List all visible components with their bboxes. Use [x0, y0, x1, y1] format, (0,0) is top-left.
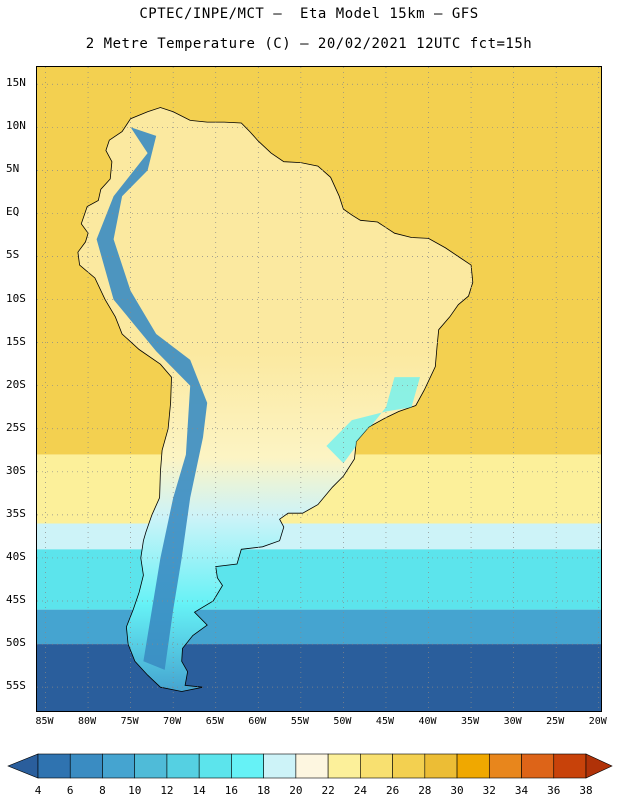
colorbar-tick-label: 36: [547, 784, 561, 797]
colorbar-tick-label: 12: [160, 784, 174, 797]
lon-label: 45W: [375, 716, 394, 727]
lat-label: 30S: [6, 463, 26, 477]
colorbar-tick-label: 8: [99, 784, 106, 797]
andes-cold-region: [96, 127, 208, 670]
colorbar-tick-label: 28: [418, 784, 432, 797]
colorbar-tick-label: 30: [450, 784, 464, 797]
colorbar-tick-label: 16: [224, 784, 239, 797]
temperature-map: [36, 66, 602, 712]
colorbar-swatch: [360, 753, 393, 779]
colorbar-tick-label: 20: [289, 784, 303, 797]
lon-label: 50W: [333, 716, 352, 727]
colorbar-swatch: [166, 753, 200, 779]
colorbar-swatch: [102, 753, 136, 779]
colorbar-swatch: [521, 753, 555, 779]
colorbar-tick-label: 34: [514, 784, 529, 797]
lon-label: 55W: [290, 716, 309, 727]
lat-label: 15S: [6, 334, 26, 348]
continent-land: [77, 107, 474, 692]
map-title-line1: CPTEC/INPE/MCT – Eta Model 15km – GFS: [139, 6, 479, 22]
lat-label: 10S: [6, 291, 26, 305]
colorbar-swatch: [488, 753, 522, 779]
colorbar-tick-label: 14: [192, 784, 206, 797]
lat-label: 5S: [6, 248, 20, 262]
colorbar-swatch: [553, 753, 587, 779]
lat-label: 35S: [6, 506, 26, 520]
lat-label: 15N: [6, 76, 26, 90]
colorbar-swatch: [327, 753, 361, 779]
colorbar: [7, 753, 613, 779]
colorbar-swatch: [263, 753, 297, 779]
lon-label: 60W: [248, 716, 267, 727]
lon-label: 35W: [461, 716, 480, 727]
southeast-highlands: [326, 377, 420, 464]
lat-label: 5N: [6, 162, 20, 176]
colorbar-swatch: [37, 753, 71, 779]
lat-label: 25S: [6, 420, 26, 434]
lon-label: 25W: [546, 716, 565, 727]
lat-label: 50S: [6, 636, 26, 650]
lon-label: 40W: [418, 716, 437, 727]
colorbar-tick-label: 32: [482, 784, 496, 797]
map-canvas: [37, 67, 601, 711]
ocean-band: [37, 609, 601, 645]
colorbar-min-arrow: [7, 753, 39, 779]
colorbar-max-arrow: [585, 753, 613, 779]
colorbar-tick-label: 22: [321, 784, 335, 797]
colorbar-tick-label: 4: [34, 784, 42, 797]
lat-label: 10N: [6, 119, 26, 133]
lat-label: 55S: [6, 679, 26, 693]
colorbar-tick-label: 6: [66, 784, 74, 797]
ocean-band: [37, 549, 601, 610]
colorbar-swatch: [456, 753, 490, 779]
colorbar-swatch: [392, 753, 426, 779]
colorbar-swatch: [295, 753, 329, 779]
lat-label: 40S: [6, 549, 26, 563]
ocean-band: [37, 644, 601, 711]
colorbar-tick-label: 26: [385, 784, 400, 797]
lon-label: 65W: [205, 716, 224, 727]
lon-label: 75W: [120, 716, 139, 727]
lon-label: 85W: [35, 716, 54, 727]
colorbar-swatch: [134, 753, 168, 779]
lon-label: 20W: [588, 716, 607, 727]
lat-label: EQ: [6, 205, 20, 219]
colorbar-tick-label: 18: [257, 784, 271, 797]
lon-label: 30W: [503, 716, 522, 727]
lat-label: 45S: [6, 593, 26, 607]
colorbar-tick-label: 10: [128, 784, 142, 797]
colorbar-swatch: [69, 753, 103, 779]
ocean-band: [37, 523, 601, 550]
lon-label: 80W: [78, 716, 97, 727]
lat-label: 20S: [6, 377, 26, 391]
colorbar-tick-label: 24: [353, 784, 367, 797]
colorbar-tick-label: 38: [579, 784, 593, 797]
colorbar-swatch: [231, 753, 264, 779]
lon-label: 70W: [163, 716, 182, 727]
colorbar-swatch: [198, 753, 232, 779]
colorbar-swatch: [424, 753, 458, 779]
map-title-line2: 2 Metre Temperature (C) – 20/02/2021 12U…: [85, 36, 533, 52]
